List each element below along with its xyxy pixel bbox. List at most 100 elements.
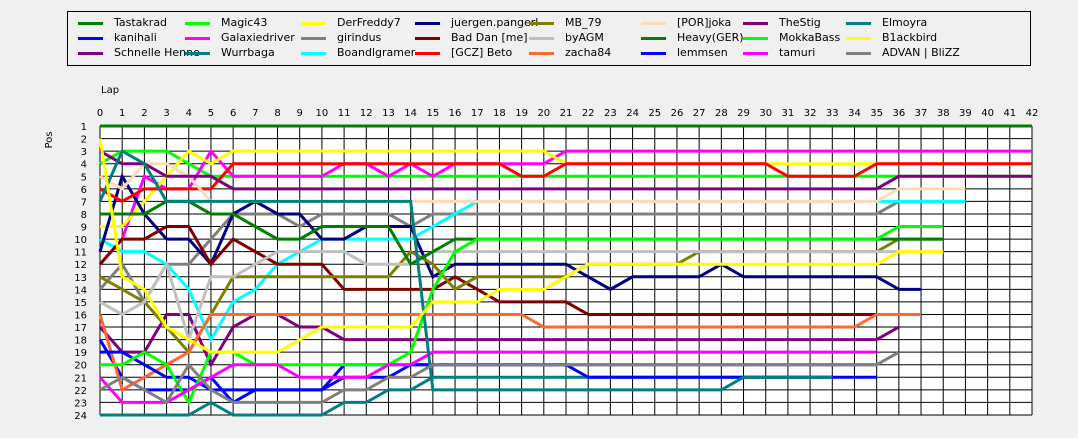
series-line (99, 350, 900, 405)
legend-swatch (743, 22, 768, 25)
legend-label: girindus (337, 31, 382, 44)
y-tick-label: 20 (74, 361, 87, 372)
y-tick-label: 10 (74, 235, 87, 246)
legend-swatch (78, 22, 103, 25)
x-tick-label: 36 (892, 108, 905, 119)
x-tick-label: 5 (208, 108, 214, 119)
legend-swatch (743, 52, 768, 55)
x-tick-label: 42 (1026, 108, 1039, 119)
legend-swatch (185, 22, 210, 25)
x-axis-title: Lap (101, 85, 119, 96)
legend-swatch (846, 37, 871, 40)
x-tick-label: 22 (582, 108, 595, 119)
x-tick-label: 41 (1003, 108, 1016, 119)
legend-label: B1ackbird (882, 31, 938, 44)
x-tick-label: 9 (297, 108, 303, 119)
x-tick-label: 38 (937, 108, 950, 119)
legend-label: MokkaBass (779, 31, 841, 44)
y-tick-label: 19 (74, 348, 87, 359)
legend-label: DerFreddy7 (337, 16, 401, 29)
x-tick-label: 15 (426, 108, 439, 119)
legend-label: [GCZ] Beto (451, 46, 513, 59)
x-tick-label: 21 (560, 108, 573, 119)
y-tick-label: 11 (74, 248, 87, 259)
legend-swatch (301, 22, 326, 25)
legend-swatch (415, 52, 440, 55)
x-tick-label: 30 (759, 108, 772, 119)
x-tick-label: 33 (826, 108, 839, 119)
legend-swatch (846, 22, 871, 25)
y-axis-title: Pos (44, 131, 55, 148)
series-line (98, 199, 966, 305)
y-tick-label: 6 (81, 185, 87, 196)
x-tick-label: 4 (186, 108, 192, 119)
legend-label: Schnelle Henne (114, 46, 200, 59)
y-tick-label: 5 (81, 172, 87, 183)
legend-swatch (185, 52, 210, 55)
x-tick-label: 1 (119, 108, 125, 119)
series-line (99, 250, 944, 345)
legend-label: byAGM (565, 31, 604, 44)
legend-swatch (185, 37, 210, 40)
x-tick-label: 6 (230, 108, 236, 119)
legend-label: zacha84 (565, 46, 612, 59)
x-tick-label: 20 (537, 108, 550, 119)
x-tick-label: 18 (493, 108, 506, 119)
x-tick-label: 34 (848, 108, 861, 119)
x-tick-label: 28 (715, 108, 728, 119)
y-tick-label: 15 (74, 298, 87, 309)
legend-swatch (78, 52, 103, 55)
legend-swatch (529, 37, 554, 40)
legend-swatch (641, 22, 666, 25)
legend-label: Elmoyra (882, 16, 928, 29)
x-tick-label: 27 (693, 108, 706, 119)
legend-swatch (415, 22, 440, 25)
series-line (98, 138, 944, 354)
legend-label: juergen.pangerl (451, 16, 539, 29)
y-tick-label: 12 (74, 260, 87, 271)
legend-label: Boandlgramer (337, 46, 416, 59)
y-tick-label: 4 (81, 160, 87, 171)
y-tick-label: 8 (81, 210, 87, 221)
legend-label: kanihali (114, 31, 157, 44)
legend-swatch (743, 37, 768, 40)
x-tick-label: 39 (959, 108, 972, 119)
legend-swatch (529, 52, 554, 55)
x-tick-label: 13 (382, 108, 395, 119)
legend-swatch (641, 37, 666, 40)
legend-swatch (415, 37, 440, 40)
x-tick-label: 8 (274, 108, 280, 119)
x-tick-label: 32 (804, 108, 817, 119)
y-tick-label: 1 (81, 122, 87, 133)
x-tick-label: 23 (604, 108, 617, 119)
x-tick-label: 11 (338, 108, 351, 119)
series-line (98, 312, 900, 369)
legend-label: Wurrbaga (221, 46, 275, 59)
x-tick-label: 31 (782, 108, 795, 119)
x-tick-label: 37 (915, 108, 928, 119)
legend-label: Heavy(GER) (677, 31, 744, 44)
x-tick-label: 25 (648, 108, 661, 119)
legend-swatch (641, 52, 666, 55)
x-tick-label: 12 (360, 108, 373, 119)
legend-label: [POR]joka (677, 16, 732, 29)
x-tick-label: 35 (870, 108, 883, 119)
legend-swatch (78, 37, 103, 40)
series-line (99, 149, 1032, 191)
legend: Tastakrad kanihali Schnelle Henne Magic43 Ga… (67, 11, 1031, 66)
y-tick-label: 23 (74, 398, 87, 409)
legend-label: Tastakrad (114, 16, 168, 29)
legend-label: MB_79 (565, 16, 602, 29)
y-tick-label: 17 (74, 323, 87, 334)
y-tick-label: 7 (81, 197, 87, 208)
x-tick-label: 17 (471, 108, 484, 119)
x-tick-label: 14 (404, 108, 417, 119)
x-tick-label: 29 (737, 108, 750, 119)
x-tick-label: 3 (163, 108, 169, 119)
y-tick-label: 16 (74, 310, 87, 321)
y-tick-label: 9 (81, 223, 87, 234)
y-tick-label: 2 (81, 135, 87, 146)
x-tick-label: 10 (316, 108, 329, 119)
legend-swatch (301, 37, 326, 40)
